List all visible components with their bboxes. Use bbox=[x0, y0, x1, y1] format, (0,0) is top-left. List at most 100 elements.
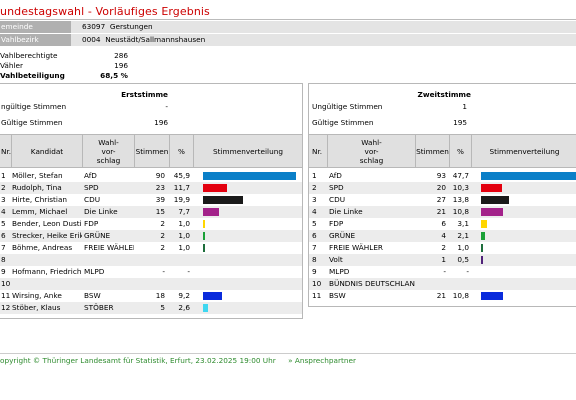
cell-nr: 8 bbox=[1, 254, 11, 266]
cell-wahlvorschlag: FDP bbox=[84, 218, 134, 230]
cell-prozent: 3,1 bbox=[449, 218, 469, 230]
valid-votes-label: Gültige Stimmen bbox=[312, 117, 374, 128]
vote-share-bar bbox=[203, 196, 243, 204]
cell-wahlvorschlag: BSW bbox=[84, 290, 134, 302]
cell-wahlvorschlag: SPD bbox=[84, 182, 134, 194]
table-row: 12Stöber, KlausSTÖBER52,6 bbox=[0, 302, 302, 314]
cell-stimmen: 2 bbox=[415, 242, 446, 254]
vote-share-bar bbox=[203, 172, 296, 180]
table-row: 5Bender, Leon DustinFDP21,0 bbox=[0, 218, 302, 230]
cell-stimmen: 90 bbox=[134, 170, 165, 182]
cell-prozent: 1,0 bbox=[169, 218, 190, 230]
table-row: 6Strecker, Heike ErikaGRÜNE21,0 bbox=[0, 230, 302, 242]
cell-kandidat: Wirsing, Anke bbox=[12, 290, 82, 302]
zweitstimme-panel: Zweitstimme Ungültige Stimmen 1 Gültige … bbox=[308, 83, 576, 307]
cell-nr: 7 bbox=[1, 242, 11, 254]
header-prozent: % bbox=[449, 135, 471, 167]
valid-votes-value: 195 bbox=[449, 117, 467, 128]
table-row: 1Möller, StefanAfD9045,9 bbox=[0, 170, 302, 182]
erststimme-title: Erststimme bbox=[121, 90, 168, 99]
table-row: 11Wirsing, AnkeBSW189,2 bbox=[0, 290, 302, 302]
ansprechpartner-link[interactable]: » Ansprechpartner bbox=[288, 356, 356, 365]
erststimme-table-header: Nr. Kandidat Wahl- vor- schlag Stimmen %… bbox=[0, 134, 302, 168]
header-stimmen: Stimmen bbox=[415, 135, 449, 167]
cell-stimmen bbox=[134, 254, 165, 266]
cell-wahlvorschlag: Die Linke bbox=[329, 206, 415, 218]
cell-nr: 11 bbox=[312, 290, 327, 302]
header-kandidat: Kandidat bbox=[11, 135, 82, 167]
copyright-text: opyright © Thüringer Landesamt für Stati… bbox=[0, 356, 276, 365]
cell-prozent: 2,1 bbox=[449, 230, 469, 242]
title-divider bbox=[0, 19, 576, 20]
cell-prozent: - bbox=[169, 266, 190, 278]
cell-stimmen: 5 bbox=[134, 302, 165, 314]
cell-wahlvorschlag: FREIE WÄHLER bbox=[84, 242, 134, 254]
zweitstimme-table-header: Nr. Wahl- vor- schlag Stimmen % Stimmenv… bbox=[309, 134, 576, 168]
cell-prozent: 0,5 bbox=[449, 254, 469, 266]
table-row: 9MLPD-- bbox=[309, 266, 576, 278]
cell-wahlvorschlag bbox=[84, 254, 134, 266]
cell-stimmen: - bbox=[415, 266, 446, 278]
vote-share-bar bbox=[481, 196, 509, 204]
header-nr: Nr. bbox=[0, 135, 11, 167]
cell-kandidat: Hofmann, Friedrich bbox=[12, 266, 82, 278]
cell-prozent: 1,0 bbox=[169, 230, 190, 242]
cell-nr: 10 bbox=[312, 278, 327, 290]
cell-prozent: - bbox=[449, 266, 469, 278]
cell-prozent: 19,9 bbox=[169, 194, 190, 206]
cell-stimmen: 21 bbox=[415, 290, 446, 302]
location-value: 0004 Neustädt/Sallmannshausen bbox=[71, 34, 576, 46]
cell-wahlvorschlag: STÖBER bbox=[84, 302, 134, 314]
cell-wahlvorschlag: CDU bbox=[84, 194, 134, 206]
cell-stimmen: 1 bbox=[415, 254, 446, 266]
cell-stimmen: 2 bbox=[134, 230, 165, 242]
cell-stimmen: 39 bbox=[134, 194, 165, 206]
location-value: 63097 Gerstungen bbox=[71, 21, 576, 33]
cell-nr: 7 bbox=[312, 242, 327, 254]
vote-share-bar bbox=[481, 208, 503, 216]
location-row-gemeinde: emeinde 63097 Gerstungen bbox=[0, 21, 576, 33]
cell-kandidat: Lemm, Michael bbox=[12, 206, 82, 218]
vote-share-bar bbox=[481, 184, 502, 192]
invalid-votes-value: - bbox=[150, 101, 168, 112]
location-key: emeinde bbox=[0, 21, 71, 33]
table-row: 4Lemm, MichaelDie Linke157,7 bbox=[0, 206, 302, 218]
cell-prozent: 10,3 bbox=[449, 182, 469, 194]
table-row: 5FDP63,1 bbox=[309, 218, 576, 230]
table-row: 1AfD9347,7 bbox=[309, 170, 576, 182]
stat-value: 68,5 % bbox=[100, 70, 128, 81]
valid-votes-value: 196 bbox=[150, 117, 168, 128]
cell-wahlvorschlag: GRÜNE bbox=[84, 230, 134, 242]
cell-wahlvorschlag: FDP bbox=[329, 218, 415, 230]
footer-divider bbox=[0, 353, 576, 354]
cell-nr: 10 bbox=[1, 278, 11, 290]
cell-prozent: 9,2 bbox=[169, 290, 190, 302]
cell-nr: 3 bbox=[1, 194, 11, 206]
vote-share-bar bbox=[203, 304, 208, 312]
cell-nr: 2 bbox=[312, 182, 327, 194]
cell-wahlvorschlag: SPD bbox=[329, 182, 415, 194]
table-row: 8 bbox=[0, 254, 302, 266]
table-row: 7Böhme, AndreasFREIE WÄHLER21,0 bbox=[0, 242, 302, 254]
cell-stimmen: 15 bbox=[134, 206, 165, 218]
table-row: 11BSW2110,8 bbox=[309, 290, 576, 302]
cell-prozent: 2,6 bbox=[169, 302, 190, 314]
cell-prozent: 11,7 bbox=[169, 182, 190, 194]
vote-share-bar bbox=[203, 220, 205, 228]
table-row: 2Rudolph, TinaSPD2311,7 bbox=[0, 182, 302, 194]
cell-wahlvorschlag: GRÜNE bbox=[329, 230, 415, 242]
cell-prozent: 45,9 bbox=[169, 170, 190, 182]
cell-stimmen: 2 bbox=[134, 242, 165, 254]
cell-wahlvorschlag: MLPD bbox=[329, 266, 415, 278]
cell-nr: 9 bbox=[312, 266, 327, 278]
cell-wahlvorschlag: Die Linke bbox=[84, 206, 134, 218]
cell-nr: 4 bbox=[312, 206, 327, 218]
cell-wahlvorschlag: BÜNDNIS DEUTSCHLAND bbox=[329, 278, 415, 290]
table-row: 2SPD2010,3 bbox=[309, 182, 576, 194]
cell-prozent: 10,8 bbox=[449, 206, 469, 218]
cell-kandidat: Hirte, Christian bbox=[12, 194, 82, 206]
table-row: 10 bbox=[0, 278, 302, 290]
cell-prozent bbox=[449, 278, 469, 290]
table-row: 7FREIE WÄHLER21,0 bbox=[309, 242, 576, 254]
cell-stimmen: 21 bbox=[415, 206, 446, 218]
